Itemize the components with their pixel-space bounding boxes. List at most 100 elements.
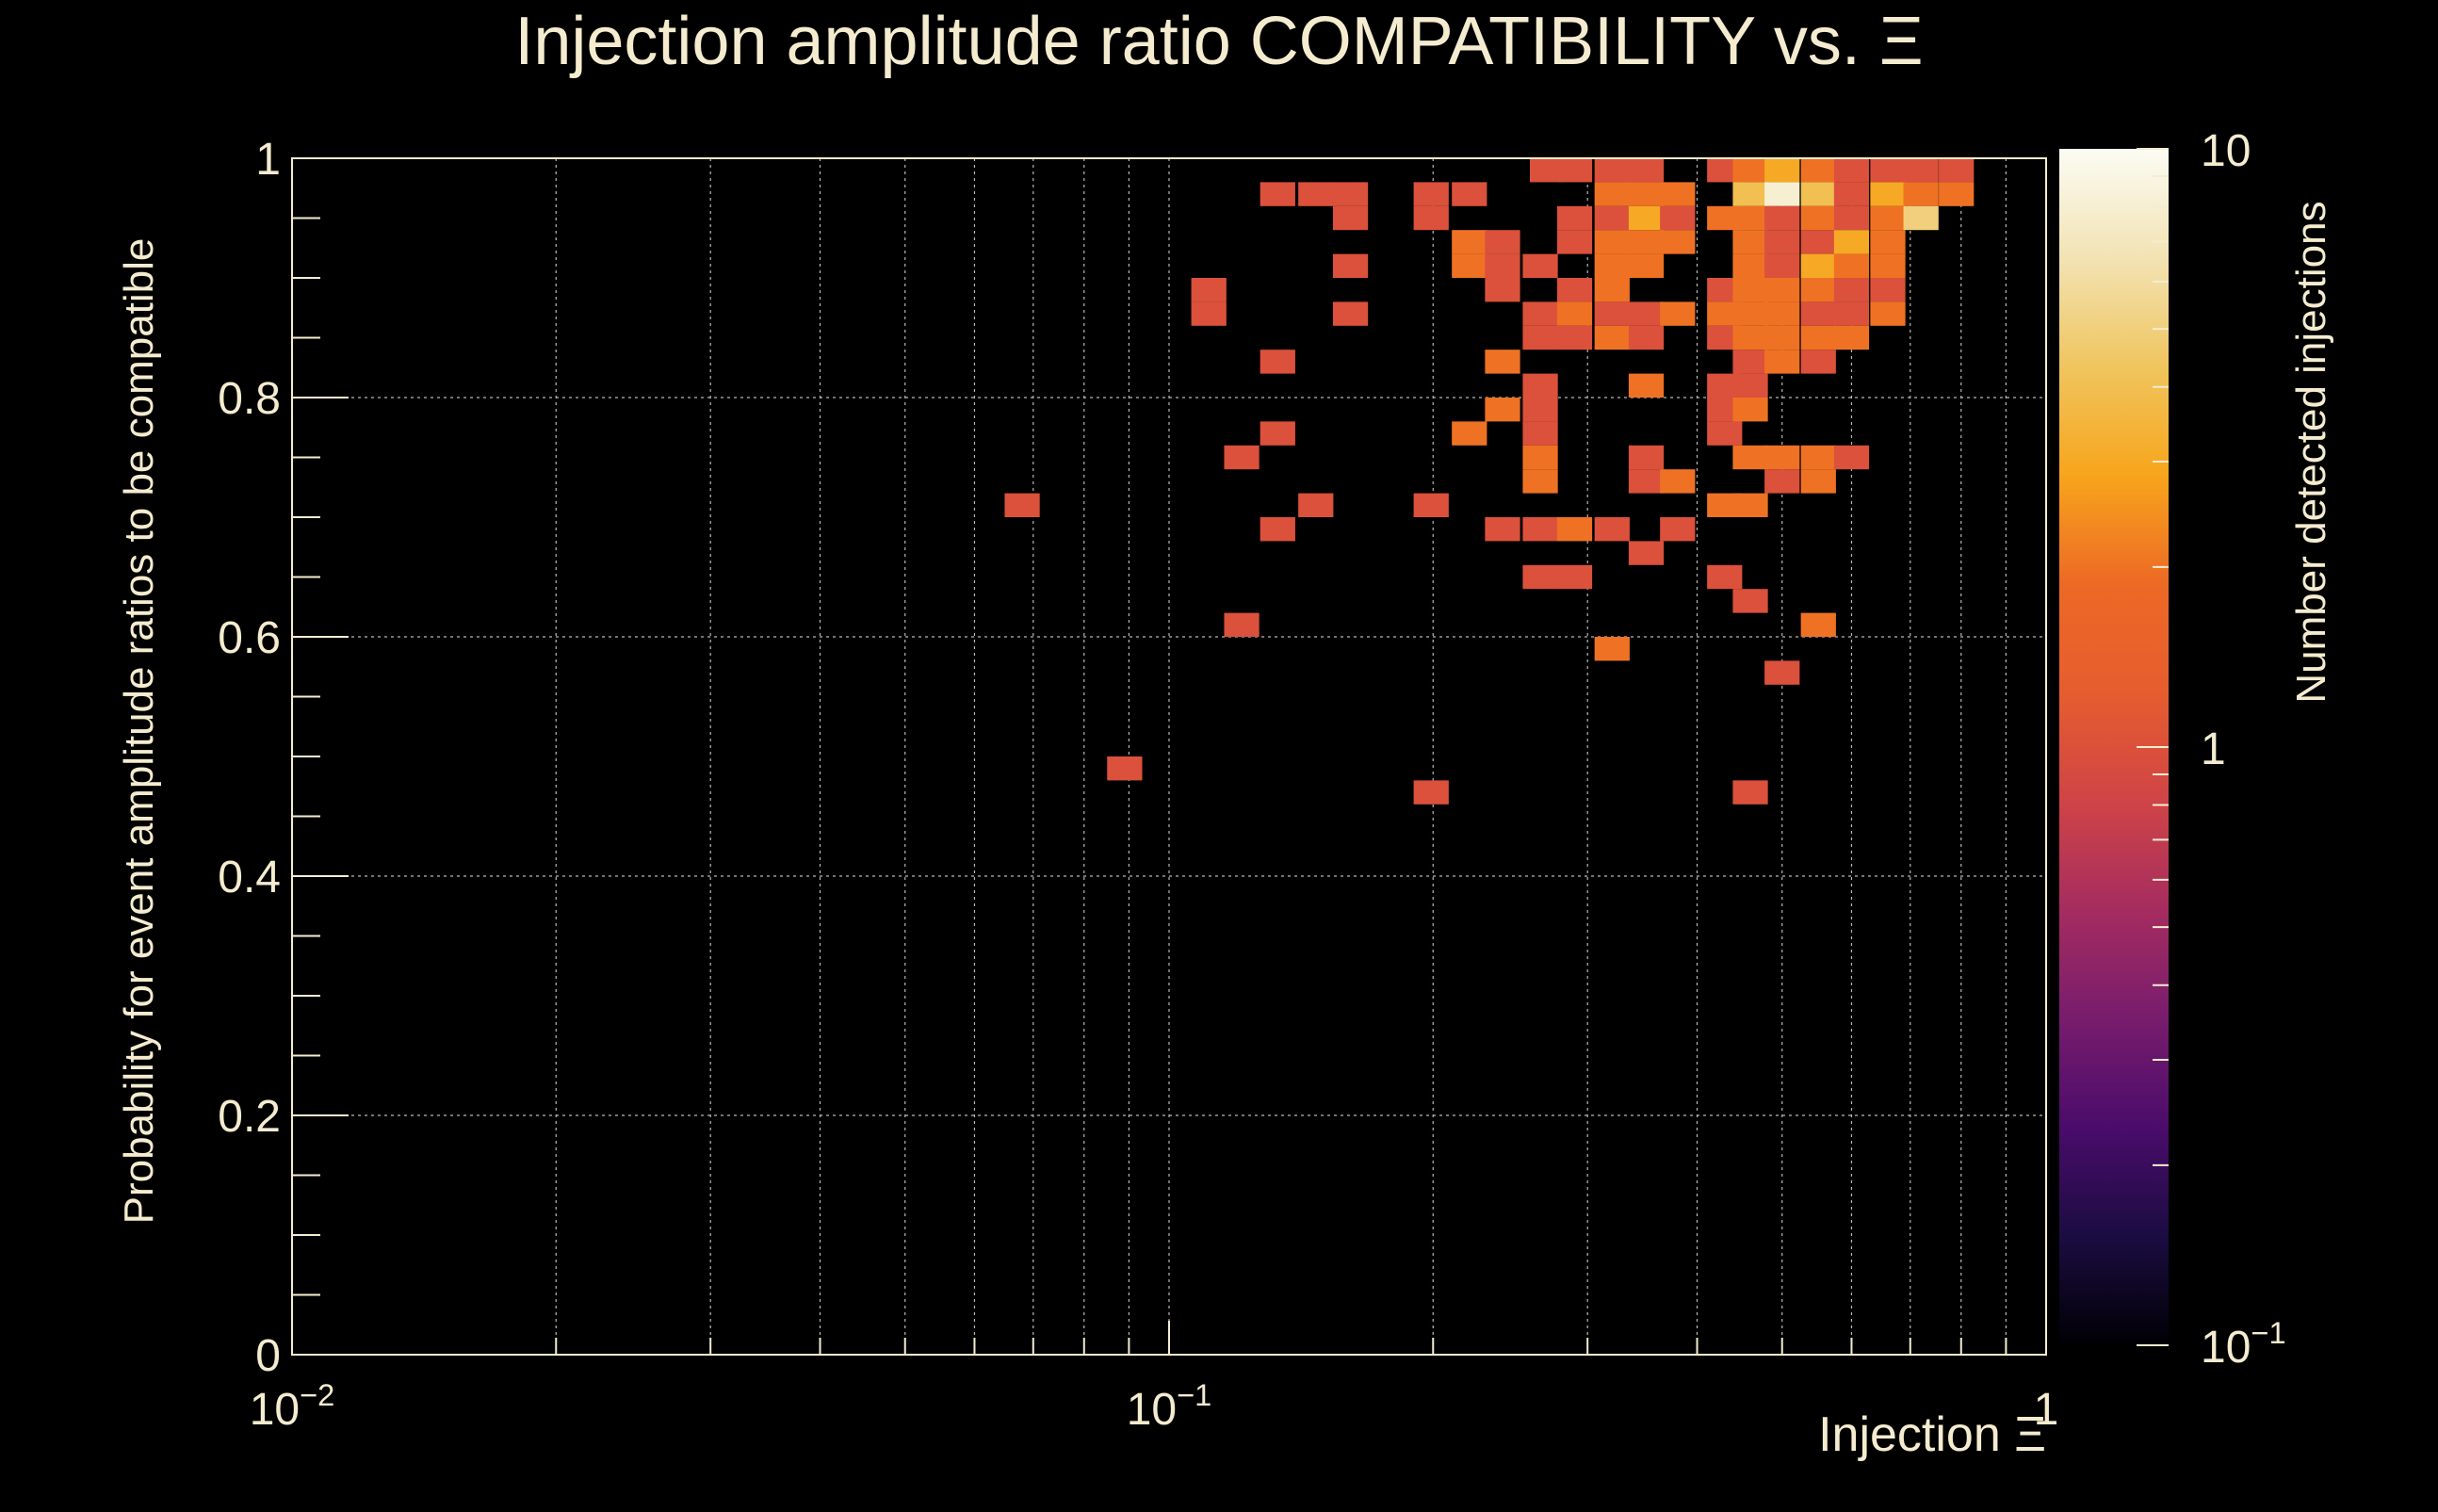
heatmap-cell: [1107, 756, 1143, 781]
heatmap-cell: [1707, 421, 1743, 446]
heatmap-cell: [1732, 350, 1768, 374]
heatmap-cell: [1452, 421, 1487, 446]
heatmap-cell: [1764, 253, 1800, 278]
heatmap-cell: [1260, 182, 1295, 206]
heatmap-cell: [1191, 278, 1227, 302]
x-tick-label: 1: [2034, 1385, 2059, 1435]
heatmap-cell: [1660, 205, 1696, 231]
heatmap-cell: [1298, 182, 1334, 206]
heatmap-cell: [1332, 182, 1369, 206]
heatmap-cell: [1800, 445, 1836, 470]
heatmap-cell: [1764, 325, 1800, 350]
heatmap-cell: [1800, 253, 1836, 278]
heatmap-cell: [1833, 301, 1870, 326]
heatmap-cell: [1800, 230, 1836, 254]
heatmap-cell: [1298, 493, 1334, 517]
heatmap-cell: [1522, 373, 1558, 398]
heatmap-cell: [1260, 421, 1295, 446]
heatmap-cell: [1413, 205, 1449, 231]
heatmap-cell: [1870, 182, 1906, 206]
heatmap-cell: [1556, 158, 1593, 183]
heatmap-cell: [1732, 301, 1768, 326]
heatmap-cell: [1764, 205, 1800, 231]
heatmap-cell: [1628, 230, 1665, 254]
heatmap-cell: [1764, 182, 1800, 206]
heatmap-cell: [1800, 301, 1836, 326]
tick-labels: 10−2 10−1 1 0 0.2 0.4 0.6 0.8 1: [218, 135, 2058, 1435]
heatmap-cell: [1660, 301, 1696, 326]
heatmap-cell: [1413, 493, 1449, 517]
heatmap-cell: [1764, 230, 1800, 254]
heatmap-cell: [1594, 230, 1630, 254]
heatmap-cell: [1800, 612, 1836, 637]
grid: [291, 157, 2046, 1356]
heatmap-cell: [1485, 517, 1520, 542]
heatmap-cell: [1522, 398, 1558, 422]
heatmap-cell: [1764, 469, 1800, 494]
heatmap-cell: [1556, 517, 1593, 542]
heatmap-cell: [1485, 253, 1520, 278]
y-tick-label: 0: [255, 1331, 281, 1381]
x-axis-label: Injection Ξ: [1818, 1407, 2046, 1462]
x-tick-label: 10−1: [1127, 1377, 1212, 1435]
y-tick-label: 0.2: [218, 1092, 281, 1142]
heatmap-cell: [1556, 301, 1593, 326]
heatmap-cell: [1903, 205, 1939, 231]
heatmap-cell: [1485, 398, 1520, 422]
heatmap-cell: [1628, 445, 1665, 470]
heatmap-cell: [1522, 325, 1558, 350]
heatmap-cell: [1628, 301, 1665, 326]
colorbar-tick-label: 1: [2201, 724, 2226, 774]
heatmap-cell: [1485, 230, 1520, 254]
heatmap-cell: [1800, 325, 1836, 350]
heatmap-cell: [1732, 493, 1768, 517]
heatmap-cell: [1870, 278, 1906, 302]
heatmap-cell: [1660, 469, 1696, 494]
heatmap-cell: [1833, 158, 1870, 183]
heatmap-cell: [1332, 301, 1369, 326]
heatmap-cell: [1870, 301, 1906, 326]
heatmap-cell: [1260, 350, 1295, 374]
heatmap-cell: [1764, 301, 1800, 326]
heatmap-cell: [1594, 253, 1630, 278]
heatmap-cell: [1833, 445, 1870, 470]
heatmap-cell: [1732, 253, 1768, 278]
heatmap-cell: [1556, 564, 1593, 590]
heatmap-cell: [1939, 182, 1975, 206]
heatmap-cell: [1191, 301, 1227, 326]
heatmap-cell: [1556, 325, 1593, 350]
heatmap-cell: [1452, 230, 1487, 254]
heatmap-cell: [1833, 205, 1870, 231]
heatmap-cell: [1800, 469, 1836, 494]
heatmap-cell: [1833, 325, 1870, 350]
heatmap-cell: [1594, 182, 1630, 206]
heatmap-cell: [1732, 278, 1768, 302]
y-tick-label: 0.8: [218, 374, 281, 424]
heatmap-cell: [1556, 278, 1593, 302]
heatmap-cell: [1764, 158, 1800, 183]
heatmap-cell: [1660, 230, 1696, 254]
heatmap-cell: [1594, 325, 1630, 350]
heatmap-cell: [1413, 780, 1449, 805]
axes: [291, 157, 2047, 1356]
heatmap-cell: [1903, 158, 1939, 183]
heatmap-cell: [1833, 182, 1870, 206]
heatmap-cell: [1764, 660, 1800, 685]
heatmap-cell: [1870, 158, 1906, 183]
heatmap-cell: [1732, 445, 1768, 470]
y-tick-label: 0.6: [218, 613, 281, 663]
colorbar-tick-label: 10: [2201, 126, 2251, 176]
heatmap-cells: [1004, 158, 1975, 805]
heatmap-cell: [1594, 517, 1630, 542]
heatmap-cell: [1224, 445, 1260, 470]
heatmap-cell: [1732, 325, 1768, 350]
heatmap-cell: [1660, 517, 1696, 542]
heatmap-cell: [1556, 230, 1593, 254]
heatmap-cell: [1732, 373, 1768, 398]
colorbar-label: Number detected injections: [2288, 201, 2334, 703]
heatmap-cell: [1870, 205, 1906, 231]
heatmap-cell: [1628, 541, 1665, 565]
heatmap-cell: [1732, 158, 1768, 183]
